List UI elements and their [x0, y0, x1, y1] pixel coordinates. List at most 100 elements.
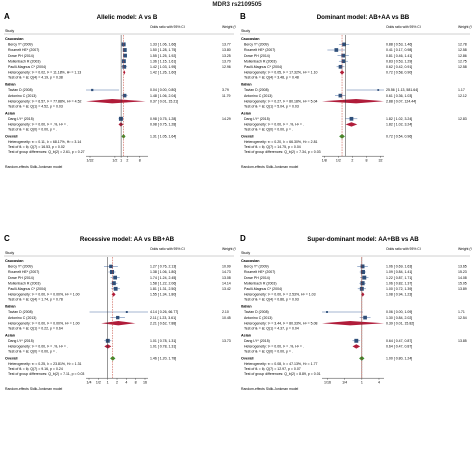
overall-heterogeneity: Heterogeneity: τ² = 0.08, I² = 47.13%, H… — [244, 362, 318, 366]
study-square — [363, 316, 367, 320]
subgroup-test: Test of θᵢ = θⱼ: Q(1) = 4.52, p = 0.03 — [8, 103, 63, 108]
study-weight: 13.89 — [458, 287, 467, 291]
study-label: Tavian D (2008) — [244, 310, 269, 314]
study-label: Mollenbach R (2003) — [244, 281, 277, 285]
study-ci-text: 0.62 [ 0.42, 0.91] — [386, 65, 412, 69]
study-weight: 11.79 — [222, 94, 231, 98]
study-label: Bercy Y* (2009) — [244, 265, 269, 269]
overall-heterogeneity: Heterogeneity: τ² = 0.11, I² = 68.17%, H… — [8, 140, 81, 144]
group-label: Italian — [5, 305, 16, 309]
study-ci-text: 1.50 [ 1.28, 1.75] — [150, 48, 176, 52]
figure-title: MDR3 rs2109505 — [0, 1, 474, 8]
study-weight: 10.45 — [222, 316, 231, 320]
study-label: Dang LY* (2015) — [8, 339, 34, 343]
subgroup-diamond — [86, 99, 146, 103]
column-header-weight: Weight (%) — [222, 247, 236, 251]
study-square — [114, 287, 118, 291]
subgroup-diamond — [322, 99, 384, 103]
study-square — [326, 311, 328, 313]
study-weight: 13.77 — [222, 43, 231, 47]
study-ci-text: 1.81 [ 1.31, 2.50] — [150, 287, 176, 291]
study-weight: 3.79 — [222, 88, 229, 92]
study-ci-text: 0.83 [ 0.53, 1.29] — [386, 59, 412, 63]
study-weight: 1.71 — [458, 310, 465, 314]
x-tick-label: 16 — [143, 380, 147, 384]
study-weight: 13.85 — [458, 339, 467, 343]
x-tick-label: 1/2 — [112, 158, 117, 162]
forest-plot-svg: B Dominant model: AB+AA vs BBStudyOdds ra… — [238, 10, 472, 224]
heterogeneity-label: Heterogeneity: τ² = 0.00, I² = 0.00%, H²… — [8, 293, 80, 297]
study-square — [350, 117, 354, 121]
subgroup-diamond — [352, 344, 360, 348]
group-label: Caucasian — [241, 37, 260, 41]
study-label: Paulli-Magnus C* (2004) — [244, 65, 282, 69]
study-ci-text: 1.06 [ 0.82, 1.37] — [386, 281, 412, 285]
x-tick-label: 8 — [135, 380, 137, 384]
study-label: Tavian D (2008) — [8, 310, 33, 314]
subgroup-test: Test of θᵢ = θⱼ: Q(4) = 0.86, p = 0.93 — [244, 297, 299, 302]
study-ci-text: 1.38 [ 1.06, 1.80] — [150, 270, 176, 274]
x-tick-label: 1 — [107, 380, 109, 384]
x-tick-label: 1/2 — [336, 158, 341, 162]
column-header-effect: Odds ratio with 95% CI — [386, 247, 421, 251]
study-label: Antonino C (2013) — [8, 316, 36, 320]
study-square — [339, 94, 343, 98]
study-label: Dang LY* (2015) — [244, 117, 270, 121]
subgroup-ci-text: 1.42 [ 1.26, 1.60] — [150, 71, 176, 75]
overall-heterogeneity: Heterogeneity: τ² = 0.20, I² = 66.30%, H… — [244, 140, 318, 144]
study-weight: 15.05 — [458, 281, 467, 285]
subgroup-diamond — [361, 292, 364, 296]
overall-ci-text: 1.31 [ 1.05, 1.64] — [150, 135, 176, 139]
subgroup-test: Test of θᵢ = θⱼ: Q(4) = 1.74, p = 0.78 — [8, 297, 63, 302]
study-label: Mollenbach R (2003) — [8, 281, 41, 285]
group-difference-test: Test of group differences: Q_b(2) = 2.61… — [8, 150, 85, 154]
group-label: Caucasian — [5, 259, 24, 263]
x-tick-label: 32 — [379, 158, 383, 162]
model-footer: Random-effects Sidik-Jonkman model — [241, 387, 298, 391]
study-weight: 12.75 — [458, 59, 467, 63]
study-label: Roumelt HE* (2007) — [8, 270, 39, 274]
subgroup-ci-text: 1.55 [ 1.34, 1.80] — [150, 293, 176, 297]
panel-c: C Recessive model: AA vs BB+AB Study Odds r… — [2, 232, 236, 446]
panel-title: Super-dominant model: AA+BB vs AB — [307, 236, 419, 243]
overall-label: Overall — [241, 357, 254, 361]
subgroup-ci-text: 1.82 [ 1.02, 3.24] — [386, 123, 412, 127]
study-ci-text: 1.22 [ 0.87, 1.71] — [386, 276, 412, 280]
heterogeneity-label: Heterogeneity: τ² = 0.00, I² = .%, H² = … — [8, 123, 68, 127]
study-square — [91, 89, 93, 91]
study-ci-text: 1.01 [ 0.78, 1.31] — [150, 339, 176, 343]
study-label: Roumelt HE* (2007) — [8, 48, 39, 52]
column-header-weight: Weight (%) — [222, 25, 236, 29]
study-weight: 12.58 — [458, 65, 467, 69]
study-label: Roumelt HE* (2007) — [244, 48, 275, 52]
study-square — [122, 65, 126, 69]
study-label: Dang LY* (2015) — [8, 117, 34, 121]
study-weight: 12.12 — [458, 94, 467, 98]
subgroup-test: Test of θᵢ = θⱼ: Q(0) = 0.00, p = . — [8, 127, 57, 132]
x-tick-label: 1/8 — [322, 158, 327, 162]
study-label: Bercy Y* (2009) — [8, 43, 33, 47]
study-label: Antonino C (2013) — [244, 94, 272, 98]
subgroup-ci-text: 1.01 [ 0.78, 1.31] — [150, 345, 176, 349]
x-tick-label: 2 — [126, 158, 128, 162]
overall-test: Test of θᵢ = θⱼ: Q(7) = 16.53, p = 0.02 — [8, 144, 65, 149]
study-square — [377, 89, 379, 91]
study-weight: 13.08 — [222, 276, 231, 280]
subgroup-ci-text: 0.72 [ 0.58, 0.90] — [386, 71, 412, 75]
study-label: Antonino C (2013) — [244, 316, 272, 320]
study-ci-text: 0.64 [ 0.47, 0.87] — [386, 339, 412, 343]
x-tick-label: 1/2 — [96, 380, 101, 384]
study-weight: 14.73 — [222, 270, 231, 274]
subgroup-ci-text: 0.37 [ 0.01, 15.21] — [150, 99, 178, 103]
panel-letter: A — [4, 12, 10, 21]
subgroup-ci-text: 2.88 [ 0.07, 124.44] — [386, 99, 416, 103]
heterogeneity-label: Heterogeneity: τ² = 0.05, I² = 17.32%, H… — [244, 71, 318, 75]
subgroup-test: Test of θᵢ = θⱼ: Q(1) = 4.37, p = 0.04 — [244, 325, 299, 330]
x-tick-label: 4 — [125, 380, 127, 384]
x-tick-label: 1/4 — [342, 380, 347, 384]
study-weight: 13.80 — [222, 48, 231, 52]
heterogeneity-label: Heterogeneity: τ² = 0.00, I² = .%, H² = … — [244, 345, 304, 349]
study-weight: 12.54 — [458, 316, 467, 320]
study-weight: 12.78 — [458, 43, 467, 47]
overall-test: Test of θᵢ = θⱼ: Q(7) = 14.75, p = 0.04 — [244, 144, 301, 149]
